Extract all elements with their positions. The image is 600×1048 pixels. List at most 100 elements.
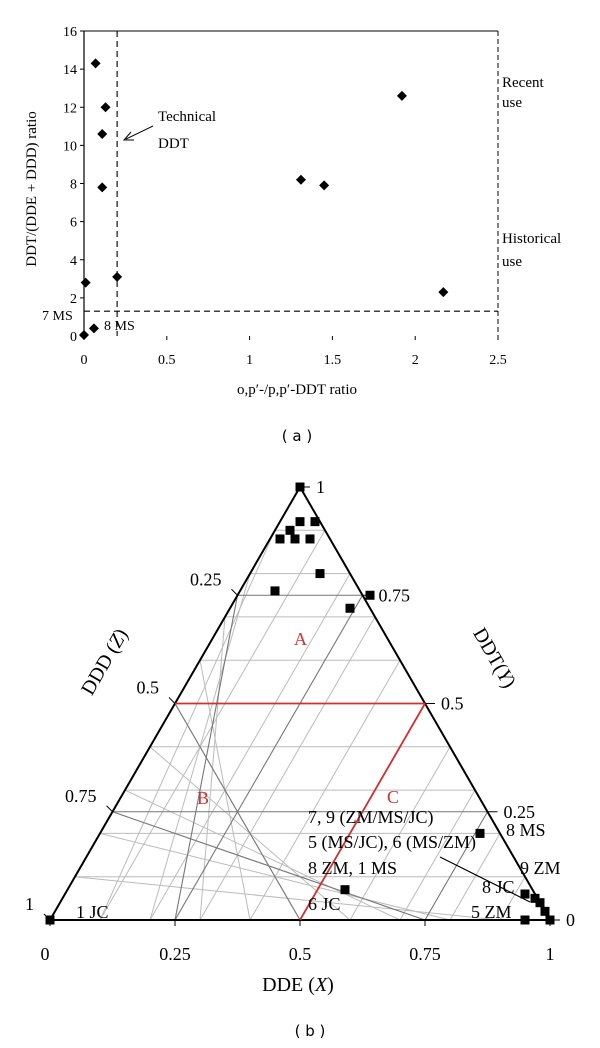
x-tick-label: 0 xyxy=(81,353,88,368)
data-point-square xyxy=(45,915,55,925)
annotation-5-6: 5 (MS/JC), 6 (MS/ZM) xyxy=(308,832,476,853)
y-tick-label: 4 xyxy=(70,254,77,269)
grid-line-quarter xyxy=(112,811,426,921)
y-tick-label: 0 xyxy=(70,330,77,345)
region-label-b: B xyxy=(197,788,209,808)
data-point-diamond xyxy=(396,90,407,101)
annotation-historical-use: Historical use xyxy=(502,231,565,270)
data-point-diamond xyxy=(295,174,306,185)
panel-label-a: ( a ) xyxy=(282,427,312,445)
y-tick-label: 12 xyxy=(63,101,77,116)
data-point-diamond xyxy=(79,330,89,341)
right-tick-label: 0.75 xyxy=(379,585,411,605)
x-tick-label: 1 xyxy=(246,353,253,368)
scatter-reference-lines xyxy=(84,31,498,336)
grid-line-ddd xyxy=(449,833,501,921)
annotation-recent-use: Recent use xyxy=(502,75,547,111)
y-tick-label: 2 xyxy=(70,292,77,307)
data-point-square xyxy=(270,586,280,596)
grid-line-quarter xyxy=(174,594,363,921)
grid-line-quarter xyxy=(174,703,301,921)
data-point-square xyxy=(540,906,550,916)
right-tick-label: 0.25 xyxy=(504,802,536,822)
left-tick-mark xyxy=(168,697,176,704)
ternary-grid xyxy=(74,529,526,921)
annotation-6-jc: 6 JC xyxy=(308,894,341,914)
annotation-1-jc: 1 JC xyxy=(76,902,109,922)
annotation-7-9: 7, 9 (ZM/MS/JC) xyxy=(308,807,434,828)
left-tick-label: 1 xyxy=(25,894,34,914)
ternary-left-axis-label: DDD (Z) xyxy=(77,625,132,699)
y-tick-label: 6 xyxy=(70,216,77,231)
annotation-8-ms: 8 MS xyxy=(104,319,135,334)
scatter-axes xyxy=(83,30,499,336)
scatter-x-axis-label: o,p′-/p,p′-DDT ratio xyxy=(237,382,357,398)
left-tick-label: 0.5 xyxy=(137,678,160,698)
annotation-8zm-1ms: 8 ZM, 1 MS xyxy=(308,858,397,878)
scatter-y-axis-label: DDT/(DDE + DDD) ratio xyxy=(24,111,40,267)
ternary-region-dividers xyxy=(175,702,426,921)
left-tick-label: 0.75 xyxy=(65,786,97,806)
ternary-ticks: 0 0.25 0.5 0.75 1 1 0.75 0.5 0.25 1 0.75 0.5 0.25 0 xyxy=(25,477,575,964)
scatter-panel-a: 0 2 4 6 8 10 12 14 16 0 0.5 1 1.5 2 2.5 DDT/(DDE + DDD… xyxy=(24,25,565,445)
bottom-tick-label: 0.25 xyxy=(159,944,191,964)
annotation-5-zm: 5 ZM xyxy=(471,902,512,922)
data-point-diamond xyxy=(438,287,449,298)
right-tick-label: 1 xyxy=(316,477,325,497)
ternary-panel-b: 0 0.25 0.5 0.75 1 1 0.75 0.5 0.25 1 0.75 0.5 0.25 0 A… xyxy=(25,477,575,1040)
right-tick-label: 0 xyxy=(566,910,575,930)
data-point-diamond xyxy=(97,128,108,139)
y-tick-label: 8 xyxy=(70,178,77,193)
data-point-square xyxy=(545,915,555,925)
y-tick-label: 16 xyxy=(63,25,77,40)
data-point-diamond xyxy=(80,277,91,288)
data-point-diamond xyxy=(319,180,330,191)
left-tick-mark xyxy=(231,588,238,596)
data-point-square xyxy=(530,893,540,903)
grid-line-ddd xyxy=(499,876,526,921)
x-tick-label: 2 xyxy=(412,353,419,368)
y-tick-label: 10 xyxy=(63,139,77,154)
bottom-tick-label: 0 xyxy=(41,944,50,964)
data-point-square xyxy=(275,534,285,544)
ternary-bottom-axis-label: DDE (X) xyxy=(262,974,334,996)
data-point-square xyxy=(520,915,530,925)
x-tick-label: 0.5 xyxy=(158,353,176,368)
bottom-tick-label: 1 xyxy=(546,944,555,964)
data-point-square xyxy=(535,898,545,908)
data-point-square xyxy=(285,525,295,535)
data-point-square xyxy=(475,828,485,838)
data-point-diamond xyxy=(88,323,99,334)
region-label-c: C xyxy=(387,787,399,807)
annotation-leader-line xyxy=(439,856,531,903)
data-point-square xyxy=(315,569,325,579)
data-point-square xyxy=(295,482,305,492)
annotation-9-zm: 9 ZM xyxy=(520,858,561,878)
annotation-technical-ddt: Technical DDT xyxy=(158,109,220,152)
x-tick-label: 2.5 xyxy=(489,353,507,368)
ternary-points xyxy=(45,482,555,925)
bottom-tick-label: 0.75 xyxy=(409,944,441,964)
data-point-square xyxy=(305,534,315,544)
region-label-a: A xyxy=(294,629,307,649)
divider-vertical xyxy=(299,703,426,921)
data-point-diamond xyxy=(97,182,108,193)
data-point-square xyxy=(345,603,355,613)
data-point-diamond xyxy=(90,58,101,69)
data-point-square xyxy=(520,889,530,899)
annotation-arrow xyxy=(122,125,154,141)
scatter-points xyxy=(79,58,449,341)
right-tick-label: 0.5 xyxy=(441,694,464,714)
left-tick-mark xyxy=(106,805,113,813)
data-point-diamond xyxy=(100,102,111,113)
bottom-tick-label: 0.5 xyxy=(289,944,312,964)
grid-line-ddd xyxy=(199,616,376,921)
data-point-square xyxy=(340,885,350,895)
annotation-7-ms: 7 MS xyxy=(42,309,73,324)
data-point-square xyxy=(310,517,320,527)
y-tick-label: 14 xyxy=(63,63,77,78)
data-point-square xyxy=(290,534,300,544)
data-point-diamond xyxy=(112,271,123,282)
panel-label-b: ( b ) xyxy=(295,1022,326,1040)
